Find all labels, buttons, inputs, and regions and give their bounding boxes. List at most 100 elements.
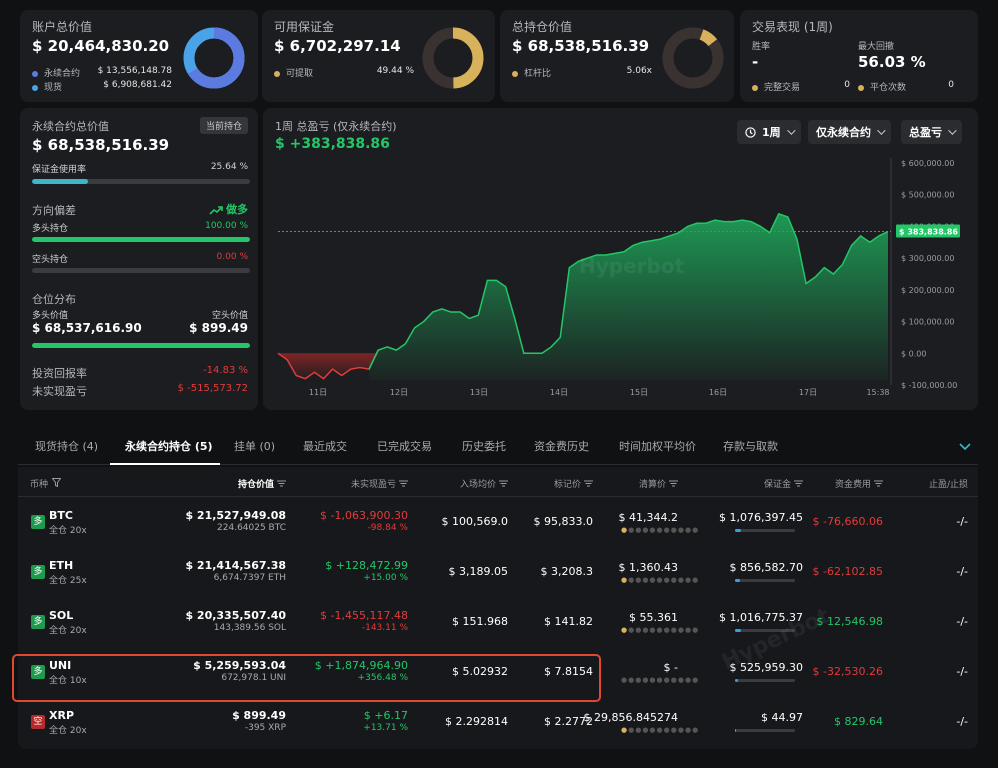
trading-performance-card: 交易表现 (1周) 胜率 - 最大回撤 56.03 % 完整交易 0 平仓次数 … [740,10,978,102]
chart-pnl-value: $ +383,838.86 [275,136,390,152]
tp-sl: -/- [956,715,968,728]
table-row[interactable]: 多 UNI 全仓 10x $ 5,259,593.04 672,978.1 UNI $ +… [18,647,978,697]
spot-row: 现货 $ 6,908,681.42 [32,80,172,93]
long-position-value: 100.00 % [205,221,248,231]
scope-dropdown[interactable]: 仅永续合约 [808,120,891,144]
liquidation-price: $ 1,360.43 [618,561,678,574]
y-tick-label: $ 600,000.00 [901,159,954,168]
position-size: 672,978.1 UNI [221,673,286,683]
y-tick-label: $ 200,000.00 [901,286,954,295]
tab-0[interactable]: 现货持仓 (4) [35,440,99,453]
table-row[interactable]: 多 BTC 全仓 20x $ 21,527,949.08 224.64025 BTC $ … [18,497,978,547]
position-size: 143,389.56 SOL [213,623,286,633]
position-tabs: 现货持仓 (4) 永续合约持仓 (5) 挂单 (0) 最近成交 已完成交易 历史委托 资金费… [18,430,978,465]
table-row[interactable]: 多 SOL 全仓 20x $ 20,335,507.40 143,389.56 SOL $… [18,597,978,647]
entry-price: $ 151.968 [452,615,508,628]
short-value-label: 空头价值 [211,311,248,321]
unrealized-pnl: $ +1,874,964.90 [314,659,408,672]
position-value: $ 21,414,567.38 [185,559,286,572]
funding-fee: $ -62,102.85 [812,565,883,578]
margin-bar [735,679,795,682]
margin-title: 可用保证金 [274,20,335,34]
close-count-row: 平仓次数 0 [858,80,954,93]
completed-dot-icon [752,84,758,91]
position-value: $ 899.49 [232,709,286,722]
long-value-label: 多头价值 [32,311,69,321]
uni-row-highlight [12,654,601,702]
sort-icon[interactable] [794,480,803,487]
sort-icon[interactable] [499,480,508,487]
completed-trades-row: 完整交易 0 [752,80,850,93]
margin-bar [735,629,795,632]
positive-line [368,212,889,370]
entry-price: $ 2.292814 [445,715,508,728]
chevron-down-icon[interactable] [958,442,972,452]
active-tab-underline [110,463,220,465]
perp-total-title: 永续合约总价值 [32,120,109,133]
tab-2[interactable]: 挂单 (0) [234,440,276,453]
clock-icon [745,126,756,138]
mark-price: $ 95,833.0 [533,515,593,528]
tab-4[interactable]: 已完成交易 [377,440,432,453]
current-position-badge[interactable]: 当前持仓 [199,117,248,134]
trend-up-icon [209,206,223,215]
table-row[interactable]: 空 XRP 全仓 20x $ 899.49 -395 XRP $ +6.17 +13.71 … [18,697,978,747]
tab-1[interactable]: 永续合约持仓 (5) [125,440,213,453]
tab-5[interactable]: 历史委托 [462,440,506,453]
column-header-8[interactable]: 止盈/止损 [928,480,968,490]
y-tick-label: $ 0.00 [901,349,926,358]
unrealized-pnl: $ +128,472.99 [325,559,408,572]
tab-7[interactable]: 时间加权平均价 [619,440,696,453]
column-header-1[interactable]: 持仓价值 [238,477,286,490]
column-header-5[interactable]: 清算价 [639,477,678,490]
period-dropdown[interactable]: 1周 [737,120,801,144]
close-dot-icon [858,84,864,91]
position-size: 224.64025 BTC [217,523,286,533]
sort-icon[interactable] [399,480,408,487]
column-header-0[interactable]: 币种 [30,477,62,490]
x-tick-label: 13日 [470,388,488,397]
x-tick-label: 17日 [799,388,817,397]
liquidation-distance-dots: ●●●●●●●●●●● [621,526,700,534]
direction-bias-label: 方向偏差 [32,204,76,217]
column-header-4[interactable]: 标记价 [554,477,593,490]
side-badge: 空 [31,715,45,729]
column-header-3[interactable]: 入场均价 [460,477,508,490]
table-row[interactable]: 多 ETH 全仓 25x $ 21,414,567.38 6,674.7397 ETH $… [18,547,978,597]
current-value-label: $ 383,838.86 [899,228,958,237]
sort-icon[interactable] [584,480,593,487]
metric-dropdown[interactable]: 总盈亏 [901,120,962,144]
margin-usage-label: 保证金使用率 [32,165,87,175]
unrealized-pnl-pct: -143.11 % [361,623,408,633]
leverage-label: 全仓 20x [49,726,87,736]
negative-line [277,349,379,380]
side-badge: 多 [31,615,45,629]
filter-icon[interactable] [51,478,62,488]
x-tick-label: 16日 [709,388,727,397]
direction-bias-value: 做多 [209,201,248,217]
unrealized-pnl-pct: +13.71 % [363,723,408,733]
liquidation-distance-dots: ●●●●●●●●●●● [621,676,700,684]
margin-value: $ 856,582.70 [729,561,803,574]
account-value: $ 20,464,830.20 [32,37,170,55]
tab-8[interactable]: 存款与取款 [723,440,778,453]
column-header-2[interactable]: 未实现盈亏 [351,477,408,490]
account-donut-chart [183,27,245,89]
sort-icon[interactable] [874,480,883,487]
unrealized-pnl-pct: +356.48 % [357,673,408,683]
withdrawable-dot-icon [274,70,280,77]
positive-area [369,213,888,380]
column-header-6[interactable]: 保证金 [764,477,803,490]
margin-bar [735,729,795,732]
liquidation-distance-dots: ●●●●●●●●●●● [621,576,700,584]
negative-area [278,353,379,379]
spot-dot-icon [32,84,38,91]
column-header-7[interactable]: 资金费用 [835,477,883,490]
sort-icon[interactable] [669,480,678,487]
table-header [18,467,978,497]
sort-icon[interactable] [277,480,286,487]
coin-name: UNI [49,659,72,672]
mark-price: $ 3,208.3 [540,565,593,578]
tab-3[interactable]: 最近成交 [303,440,347,453]
tab-6[interactable]: 资金费历史 [534,440,589,453]
